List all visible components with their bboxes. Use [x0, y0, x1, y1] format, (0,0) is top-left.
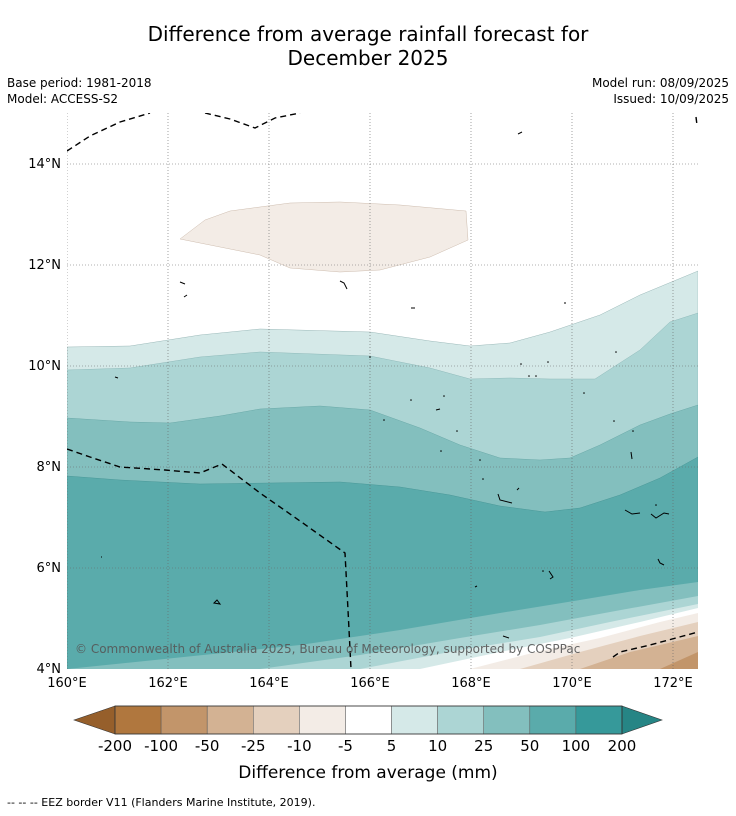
lon-tick-170e: 170°E: [552, 676, 592, 691]
lat-tick-4n: 4°N: [37, 662, 62, 677]
lat-tick-12n: 12°N: [28, 258, 61, 273]
lon-tick-172e: 172°E: [653, 676, 693, 691]
copyright-text: © Commonwealth of Australia 2025, Bureau…: [75, 642, 580, 656]
colorbar-tick-labels: -200 -100 -50 -25 -10 -5 5 10 25 50 100 200: [98, 737, 636, 755]
colorbar-tick-label: -5: [338, 737, 353, 755]
colorbar-cell: [575, 705, 623, 735]
colorbar-cell: [253, 705, 300, 735]
colorbar-label: Difference from average (mm): [238, 763, 497, 783]
colorbar-cell: [206, 705, 254, 735]
eez-legend: -- -- -- EEZ border V11 (Flanders Marine…: [7, 796, 316, 809]
colorbar: -200 -100 -50 -25 -10 -5 5 10 25 50 100 200 Differe…: [73, 705, 663, 783]
colorbar-cell: [345, 705, 392, 735]
lon-tick-166e: 166°E: [350, 676, 390, 691]
latitude-labels: 14°N 12°N 10°N 8°N 6°N 4°N: [28, 157, 61, 677]
issued-date: Issued: 10/09/2025: [613, 92, 729, 106]
colorbar-cell: [437, 705, 484, 735]
colorbar-cell: [391, 705, 438, 735]
colorbar-cell: [114, 705, 162, 735]
lon-tick-162e: 162°E: [148, 676, 188, 691]
lat-tick-14n: 14°N: [28, 157, 61, 172]
colorbar-tick-label: -50: [195, 737, 220, 755]
longitude-labels: 160°E 162°E 164°E 166°E 168°E 170°E 172°…: [47, 676, 693, 691]
band-minus100-south: [660, 652, 698, 669]
colorbar-cells: [114, 705, 623, 735]
colorbar-tick-label: 200: [608, 737, 637, 755]
map-area: [67, 113, 698, 669]
colorbar-cell: [299, 705, 346, 735]
colorbar-tick-label: 10: [428, 737, 447, 755]
lat-tick-6n: 6°N: [37, 561, 62, 576]
title-line-1: Difference from average rainfall forecas…: [147, 22, 589, 46]
lon-tick-164e: 164°E: [249, 676, 289, 691]
gridlines: [67, 113, 698, 669]
small-islets: [369, 351, 657, 572]
map-title: Difference from average rainfall forecas…: [0, 22, 736, 70]
colorbar-tick-label: -200: [98, 737, 132, 755]
colorbar-tick-label: 5: [387, 737, 397, 755]
colorbar-left-arrow: [73, 705, 116, 735]
colorbar-tick-label: 100: [562, 737, 591, 755]
lon-tick-168e: 168°E: [451, 676, 491, 691]
colorbar-frame: [114, 705, 623, 735]
lat-tick-10n: 10°N: [28, 359, 61, 374]
eez-borders: [67, 113, 698, 669]
lon-tick-160e: 160°E: [47, 676, 87, 691]
title-line-2: December 2025: [287, 46, 449, 70]
model-run: Model run: 08/09/2025: [591, 76, 729, 90]
colorbar-right-arrow: [621, 705, 663, 735]
colorbar-tick-label: -100: [144, 737, 178, 755]
colorbar-tick-label: 25: [474, 737, 493, 755]
base-period: Base period: 1981-2018: [7, 76, 152, 90]
dry-patch: [179, 201, 469, 273]
meta-right: Model run: 08/09/2025 Issued: 10/09/2025: [592, 75, 729, 107]
colorbar-tick-label: -10: [287, 737, 312, 755]
model-name: Model: ACCESS-S2: [7, 92, 119, 106]
colorbar-cell: [160, 705, 208, 735]
islands: [101, 131, 670, 639]
colorbar-cell: [483, 705, 531, 735]
lat-tick-8n: 8°N: [37, 460, 62, 475]
colorbar-tick-label: 50: [520, 737, 539, 755]
colorbar-tick-label: -25: [241, 737, 266, 755]
band-minus50-south: [580, 636, 698, 669]
colorbar-cell: [529, 705, 577, 735]
meta-left: Base period: 1981-2018 Model: ACCESS-S2: [7, 75, 152, 107]
